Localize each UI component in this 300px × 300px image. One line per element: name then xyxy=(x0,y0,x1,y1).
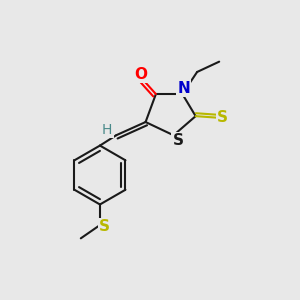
Text: S: S xyxy=(99,219,110,234)
Text: H: H xyxy=(102,123,112,137)
Text: S: S xyxy=(217,110,228,124)
Text: N: N xyxy=(178,81,190,96)
Text: O: O xyxy=(135,67,148,82)
Text: S: S xyxy=(172,133,184,148)
